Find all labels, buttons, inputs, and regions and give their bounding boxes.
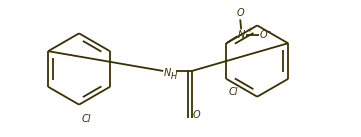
Text: O: O xyxy=(260,30,268,40)
Text: H: H xyxy=(171,72,177,81)
Text: Cl: Cl xyxy=(82,114,91,124)
Text: O: O xyxy=(236,8,244,18)
Text: +: + xyxy=(246,27,252,33)
Text: O: O xyxy=(193,110,200,120)
Text: N: N xyxy=(238,30,245,40)
Text: -: - xyxy=(268,27,271,36)
Text: Cl: Cl xyxy=(229,87,238,97)
Text: N: N xyxy=(164,68,171,78)
